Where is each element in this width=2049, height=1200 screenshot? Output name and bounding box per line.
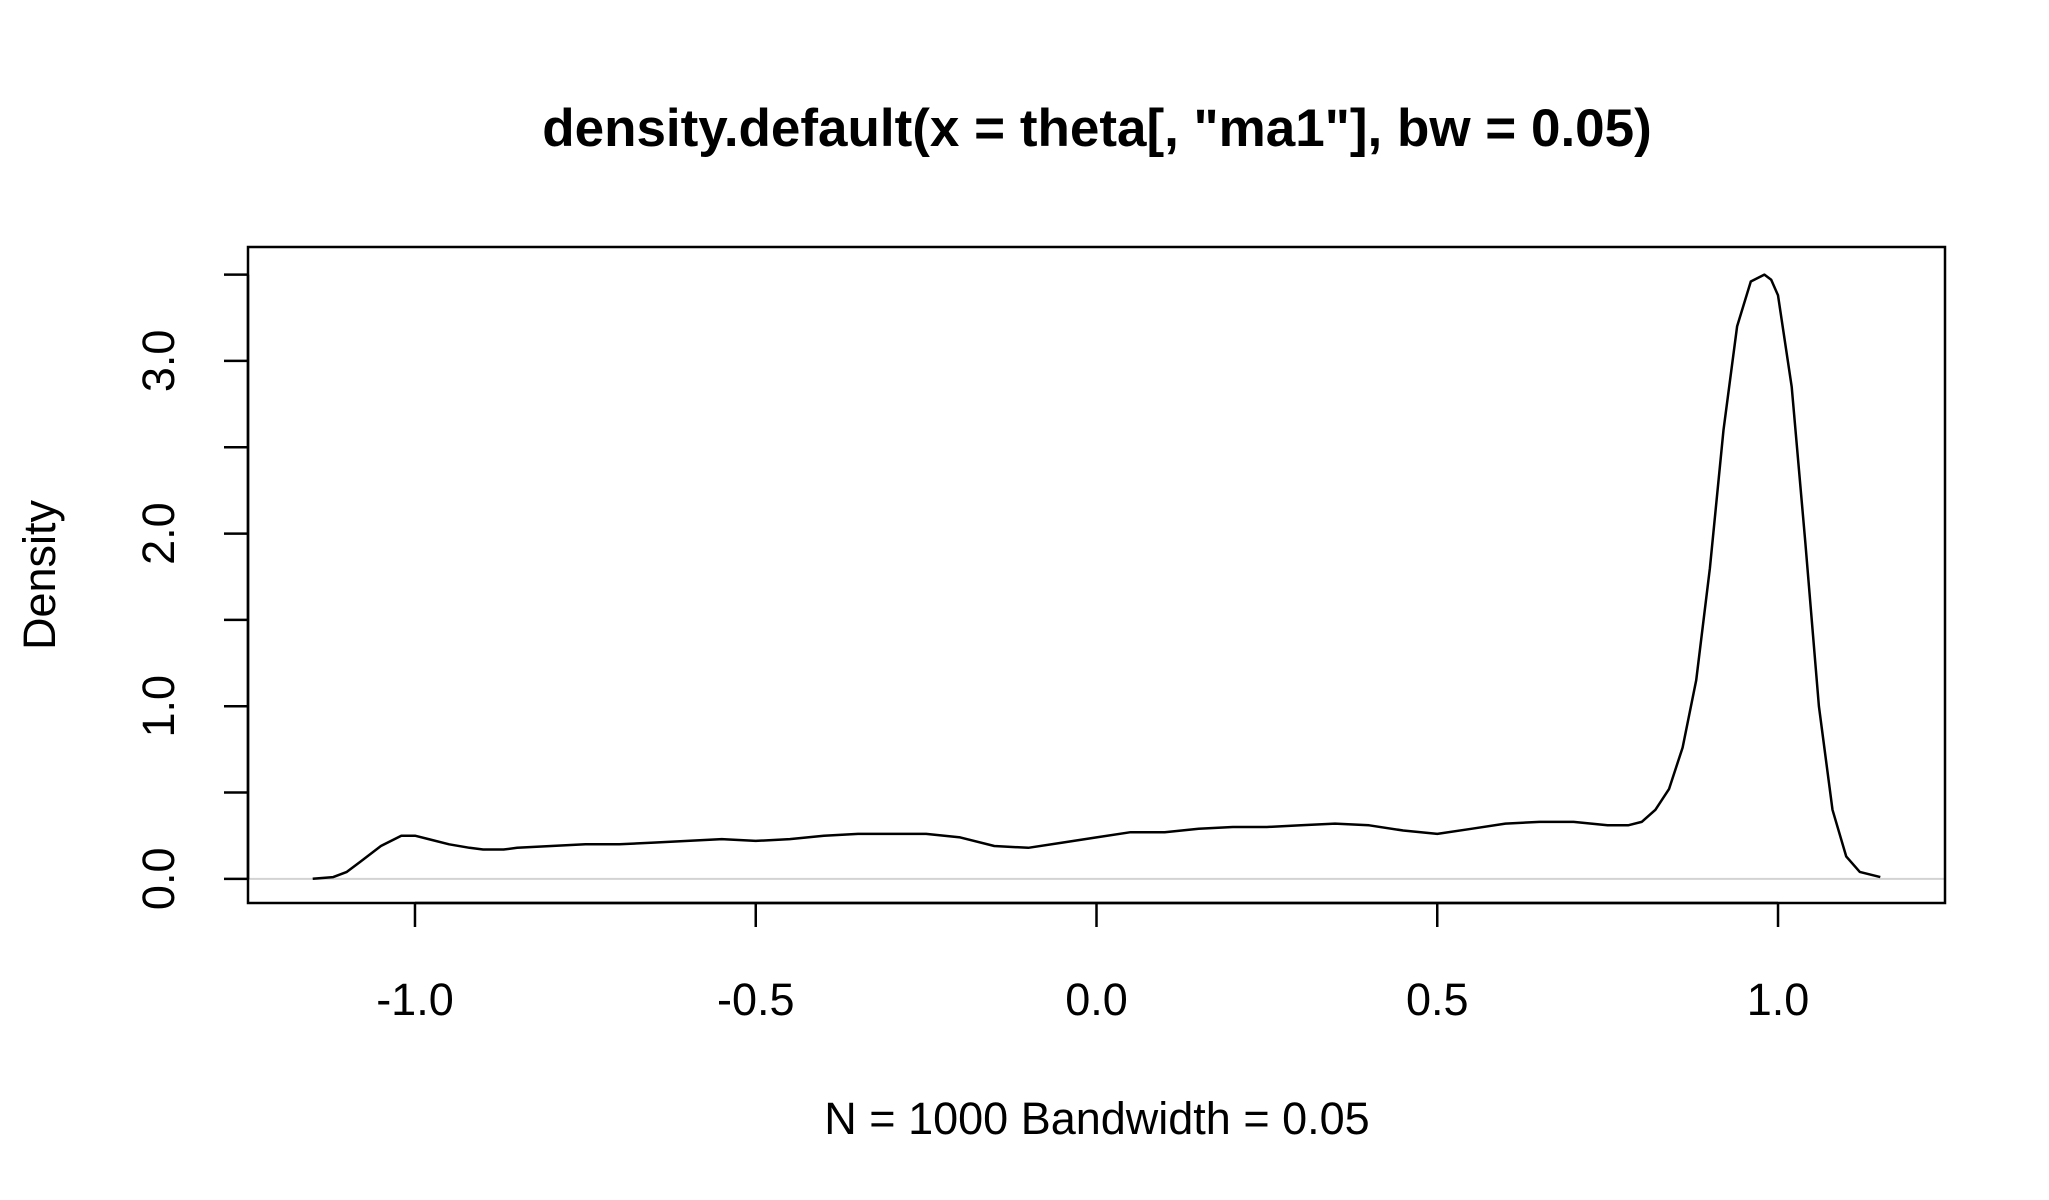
x-axis: -1.0 -0.5 0.0 0.5 1.0 <box>376 901 1810 1025</box>
x-tick-label: -0.5 <box>717 974 795 1025</box>
y-tick-label: 3.0 <box>133 330 184 393</box>
chart-title: density.default(x = theta[, "ma1"], bw =… <box>542 99 1652 158</box>
x-tick-label: 1.0 <box>1747 974 1810 1025</box>
y-tick-label: 0.0 <box>133 848 184 911</box>
y-axis-label: Density <box>14 499 65 650</box>
y-axis: 0.0 1.0 2.0 3.0 <box>133 273 250 911</box>
density-curve <box>312 273 1881 881</box>
x-axis-label: N = 1000 Bandwidth = 0.05 <box>824 1093 1369 1144</box>
y-tick-label: 2.0 <box>133 502 184 565</box>
y-tick-label: 1.0 <box>133 675 184 738</box>
x-tick-label: 0.0 <box>1065 974 1128 1025</box>
plot-frame <box>246 245 1947 905</box>
x-tick-label: -1.0 <box>376 974 454 1025</box>
x-tick-label: 0.5 <box>1406 974 1469 1025</box>
